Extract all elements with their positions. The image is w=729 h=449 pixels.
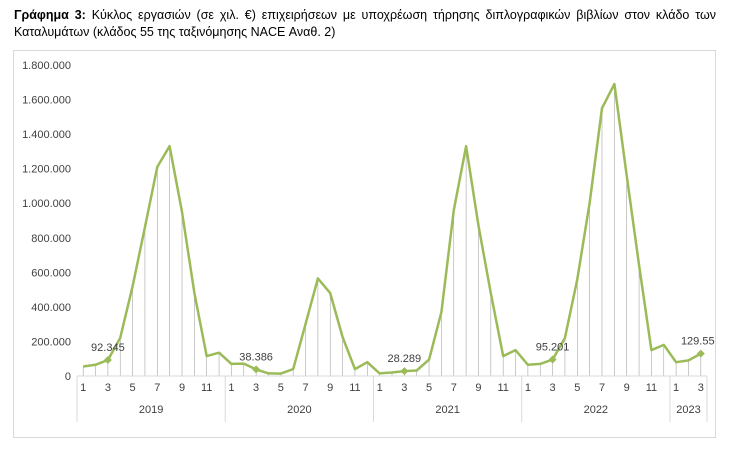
caption-text: Κύκλος εργασιών (σε χιλ. €) επιχειρήσεων… [14,8,716,39]
data-label: 95.201 [536,342,570,354]
chart-container: 0 200.000 400.000 600.000 800.000 1.000.000 1.… [13,50,716,438]
month-tick-label: 5 [130,382,136,394]
caption-label: Γράφημα 3: [14,8,86,22]
y-tick-label: 1.200.000 [22,164,71,176]
y-axis: 0 200.000 400.000 600.000 800.000 1.000.000 1.… [22,60,71,383]
y-tick-label: 1.600.000 [22,95,71,107]
month-tick-label: 1 [377,382,383,394]
month-tick-label: 1 [673,382,679,394]
month-tick-label: 7 [302,382,308,394]
month-tick-label: 5 [426,382,432,394]
month-tick-label: 7 [154,382,160,394]
month-tick-label: 1 [228,382,234,394]
month-tick-label: 3 [253,382,259,394]
year-tick-label: 2023 [676,404,700,416]
month-tick-label: 9 [475,382,481,394]
data-point-marker [696,349,705,358]
month-tick-label: 11 [646,382,657,394]
y-tick-label: 800.000 [31,233,71,245]
month-tick-label: 7 [451,382,457,394]
series-turnover [83,82,702,375]
y-tick-label: 0 [65,371,71,383]
year-tick-label: 2022 [584,404,608,416]
series-line [83,82,702,375]
y-tick-label: 400.000 [31,302,71,314]
year-tick-label: 2019 [139,404,163,416]
y-tick-label: 1.800.000 [22,60,71,72]
month-tick-label: 9 [327,382,333,394]
month-tick-label: 11 [497,382,508,394]
month-tick-label: 3 [698,382,704,394]
month-tick-label: 9 [624,382,630,394]
y-tick-label: 1.400.000 [22,129,71,141]
y-tick-label: 600.000 [31,267,71,279]
year-tick-label: 2021 [435,404,459,416]
month-tick-label: 5 [574,382,580,394]
year-tick-label: 2020 [287,404,311,416]
data-point-marker [400,367,409,376]
data-point-marker [548,355,557,364]
month-tick-label: 3 [105,382,111,394]
month-tick-label: 3 [550,382,556,394]
line-chart: 0 200.000 400.000 600.000 800.000 1.000.000 1.… [22,60,715,422]
month-tick-label: 11 [201,382,212,394]
month-tick-label: 3 [401,382,407,394]
data-point-marker [252,365,261,374]
data-label: 92.345 [91,342,125,354]
data-label: 129.557 [681,336,715,348]
data-labels: 92.345 38.386 28.289 95.201 129.557 [91,336,715,376]
drop-lines [82,84,702,376]
data-point-marker [103,356,112,365]
figure-caption: Γράφημα 3: Κύκλος εργασιών (σε χιλ. €) ε… [14,7,716,41]
data-label: 38.386 [239,351,273,363]
y-tick-label: 1.000.000 [22,198,71,210]
y-tick-label: 200.000 [31,336,71,348]
month-tick-label: 1 [525,382,531,394]
month-tick-label: 11 [349,382,360,394]
month-tick-label: 9 [179,382,185,394]
month-tick-label: 7 [599,382,605,394]
data-label: 28.289 [388,353,422,365]
month-tick-label: 1 [80,382,86,394]
month-tick-label: 5 [278,382,284,394]
